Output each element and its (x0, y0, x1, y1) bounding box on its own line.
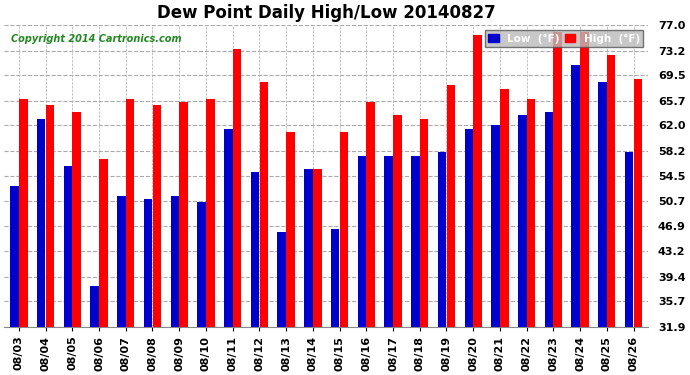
Bar (206, 99, 215, 327)
Bar (473, 35, 482, 327)
Bar (277, 232, 286, 327)
Bar (366, 102, 375, 327)
Bar (598, 82, 607, 327)
Bar (117, 196, 126, 327)
Bar (152, 105, 161, 327)
Bar (46, 105, 55, 327)
Bar (10, 186, 19, 327)
Bar (250, 172, 259, 327)
Bar (518, 116, 526, 327)
Bar (544, 112, 553, 327)
Bar (19, 99, 28, 327)
Bar (384, 156, 393, 327)
Bar (90, 286, 99, 327)
Bar (72, 112, 81, 327)
Bar (446, 85, 455, 327)
Bar (233, 48, 241, 327)
Bar (580, 32, 589, 327)
Bar (526, 99, 535, 327)
Bar (259, 82, 268, 327)
Bar (420, 119, 428, 327)
Bar (37, 119, 46, 327)
Bar (313, 169, 322, 327)
Bar (286, 132, 295, 327)
Bar (491, 125, 500, 327)
Bar (393, 116, 402, 327)
Bar (411, 156, 420, 327)
Bar (197, 202, 206, 327)
Bar (437, 152, 446, 327)
Bar (99, 159, 108, 327)
Bar (339, 132, 348, 327)
Bar (179, 102, 188, 327)
Bar (607, 55, 615, 327)
Bar (304, 169, 313, 327)
Bar (126, 99, 135, 327)
Bar (144, 199, 152, 327)
Bar (571, 65, 580, 327)
Bar (553, 32, 562, 327)
Bar (500, 88, 509, 327)
Legend: Low  (°F), High  (°F): Low (°F), High (°F) (485, 30, 643, 46)
Bar (625, 152, 633, 327)
Bar (224, 129, 233, 327)
Bar (633, 79, 642, 327)
Bar (357, 156, 366, 327)
Title: Dew Point Daily High/Low 20140827: Dew Point Daily High/Low 20140827 (157, 4, 495, 22)
Text: Copyright 2014 Cartronics.com: Copyright 2014 Cartronics.com (10, 34, 181, 44)
Bar (63, 165, 72, 327)
Bar (464, 129, 473, 327)
Bar (170, 196, 179, 327)
Bar (331, 229, 339, 327)
